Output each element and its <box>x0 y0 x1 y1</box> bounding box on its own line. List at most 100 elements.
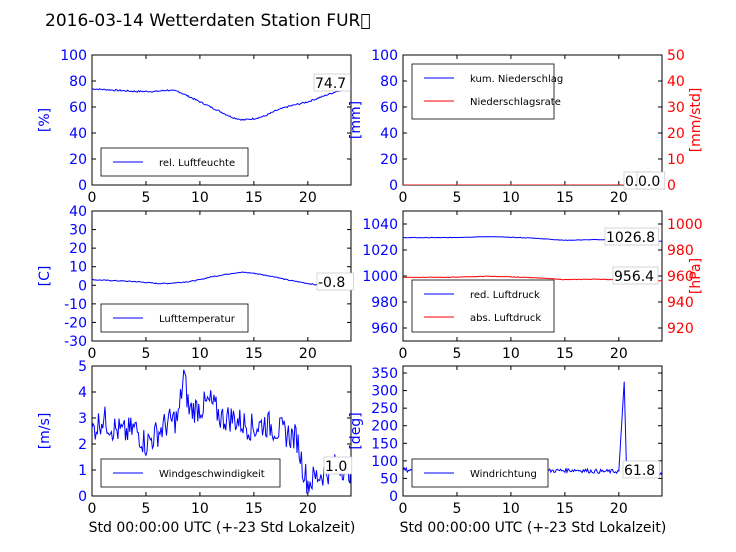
x-tick-label: 5 <box>452 346 461 362</box>
y-tick-label: 100 <box>371 48 398 64</box>
axes-frame <box>91 54 352 186</box>
x-tick-label: 20 <box>610 190 628 206</box>
legend: Windrichtung <box>411 458 549 488</box>
annotation-value: 1026.8 <box>606 230 655 246</box>
y-tick-label: 50 <box>380 471 398 487</box>
y-tick-label: 40 <box>69 126 87 142</box>
y-tick-label: 60 <box>69 100 87 116</box>
x-tick-label: 20 <box>299 501 317 517</box>
y-tick-label: 80 <box>69 74 87 90</box>
y-tick-label: 5 <box>78 359 87 375</box>
x-tick-label: 15 <box>245 190 263 206</box>
x-tick-label: 0 <box>399 346 408 362</box>
y-tick-label: -20 <box>64 315 87 331</box>
y2-tick-label: 980 <box>667 243 694 259</box>
y2-axis-label: [mm/std] <box>688 88 704 153</box>
x-tick-label: 10 <box>502 190 520 206</box>
x-tick-label: 10 <box>502 501 520 517</box>
y-axis-label: [deg] <box>348 412 364 449</box>
annotation-box <box>313 73 351 92</box>
y-tick-label: 1040 <box>362 217 398 233</box>
y-tick-label: 350 <box>371 366 398 382</box>
annotation-value: 956.4 <box>614 269 654 285</box>
y-tick-label: 2 <box>78 437 87 453</box>
y-tick-label: 100 <box>60 48 87 64</box>
x-tick-label: 5 <box>141 346 150 362</box>
y-tick-label: 250 <box>371 401 398 417</box>
legend-label: Windgeschwindigkeit <box>159 469 265 480</box>
y-tick-label: 40 <box>69 204 87 220</box>
y-tick-label: 40 <box>380 126 398 142</box>
panel-2: 0 5 10 15 20 0 20 40 60 80 100 0 10 20 30 40 50 [mm] [mm/s… <box>348 48 704 206</box>
legend-label: kum. Niederschlag <box>470 74 563 85</box>
x-tick-label: 0 <box>88 346 97 362</box>
y-tick-label: 1020 <box>362 243 398 259</box>
y-tick-label: 20 <box>69 241 87 257</box>
figure-title: 2016-03-14 Wetterdaten Station FUR  <box>45 11 371 31</box>
legend-label: abs. Luftdruck <box>470 313 541 324</box>
x-tick-label: 10 <box>191 346 209 362</box>
y-tick-label: 30 <box>69 223 87 239</box>
y-tick-label: 0 <box>78 178 87 194</box>
x-tick-label: 15 <box>245 501 263 517</box>
x-tick-label: 0 <box>88 190 97 206</box>
panel-5: 0 5 10 15 20 0 1 2 3 4 5 [m/s] Windgeschwindigkeit 1.… <box>37 359 353 517</box>
legend-label: Lufttemperatur <box>159 314 236 325</box>
annotation-value: -0.8 <box>318 275 345 291</box>
y-tick-label: 0 <box>78 278 87 294</box>
annotation-box <box>316 272 354 291</box>
series-line-1 <box>92 369 351 494</box>
y-tick-label: 20 <box>69 152 87 168</box>
x-tick-label: 20 <box>299 346 317 362</box>
y-axis-label: [mm] <box>348 101 364 139</box>
annotation-box <box>612 266 659 285</box>
x-tick-label: 10 <box>191 190 209 206</box>
x-tick-label: 15 <box>556 346 574 362</box>
y-tick-label: 100 <box>371 454 398 470</box>
y2-axis-label: [hPa] <box>688 258 704 294</box>
panel-6: 0 5 10 15 20050100150200250300350[deg]Windri… <box>348 365 663 517</box>
y-tick-label: 1 <box>78 463 87 479</box>
annotation-value: 74.7 <box>315 76 346 92</box>
x-tick-label: 20 <box>299 190 317 206</box>
y-tick-label: 0 <box>389 178 398 194</box>
annotation-box <box>604 227 659 246</box>
y2-tick-label: 50 <box>667 48 685 64</box>
legend: Windgeschwindigkeit <box>100 458 281 488</box>
y-axis-label: [m/s] <box>37 413 53 450</box>
y-tick-label: 1000 <box>362 269 398 285</box>
series-line-1 <box>92 87 351 121</box>
y-axis-label: [%] <box>37 108 53 132</box>
y-tick-label: 80 <box>380 74 398 90</box>
y2-tick-label: 1000 <box>667 217 703 233</box>
xlabel-left: Std 00:00:00 UTC (+-23 Std Lokalzeit) <box>89 520 356 536</box>
y-tick-label: 0 <box>389 489 398 505</box>
y-tick-label: 4 <box>78 385 87 401</box>
x-tick-label: 10 <box>502 346 520 362</box>
annotation-box <box>622 460 660 479</box>
x-tick-label: 20 <box>610 346 628 362</box>
y2-tick-label: 920 <box>667 321 694 337</box>
x-tick-label: 15 <box>556 501 574 517</box>
legend: kum. Niederschlag Niederschlagsrate <box>411 63 563 120</box>
y-tick-label: 960 <box>371 321 398 337</box>
y-tick-label: 20 <box>380 152 398 168</box>
annotation-box <box>323 456 353 475</box>
y2-tick-label: 40 <box>667 74 685 90</box>
y2-tick-label: 960 <box>667 269 694 285</box>
panel-4: 0 5 10 15 20 960 980 1000 1020 1040 920 940 960 980 10… <box>362 210 704 362</box>
y-tick-label: 300 <box>371 384 398 400</box>
legend-label: rel. Luftfeuchte <box>159 158 235 169</box>
y-tick-label: 3 <box>78 411 87 427</box>
y-axis-label: [C] <box>37 266 53 287</box>
legend-label: Windrichtung <box>470 469 537 480</box>
annotation-value: 0.0 <box>638 174 660 190</box>
y2-tick-label: 30 <box>667 100 685 116</box>
x-tick-label: 0 <box>399 501 408 517</box>
x-tick-label: 10 <box>191 501 209 517</box>
y-tick-label: 200 <box>371 419 398 435</box>
annotation-value: 1.0 <box>325 459 347 475</box>
legend-box <box>411 63 555 120</box>
